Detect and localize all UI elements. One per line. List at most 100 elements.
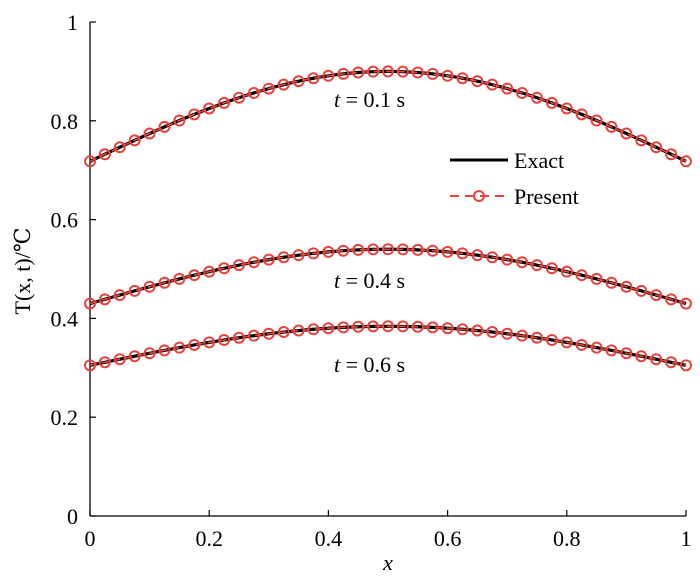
present-marker (188, 108, 201, 121)
y-tick-label: 0.2 (51, 405, 79, 430)
present-marker (337, 244, 350, 257)
present-marker (352, 320, 365, 333)
present-marker (84, 155, 96, 168)
axes (89, 22, 686, 517)
present-marker (367, 243, 380, 256)
present-marker (545, 96, 558, 109)
present-marker (590, 114, 603, 127)
y-tick-label: 0 (67, 504, 78, 529)
present-marker (322, 322, 335, 335)
present-marker (560, 336, 573, 349)
y-tick-label: 0.6 (51, 208, 79, 233)
present-marker (218, 262, 231, 275)
present-marker (471, 75, 484, 88)
present-marker (441, 245, 454, 258)
present-marker (158, 344, 171, 357)
present-marker (188, 269, 201, 282)
present-marker (650, 289, 663, 302)
present-marker (188, 338, 201, 351)
present-marker (218, 96, 231, 109)
present-marker (307, 323, 320, 336)
present-marker (98, 148, 111, 161)
present-marker (486, 326, 499, 339)
present-marker (590, 341, 603, 354)
y-axis-title: T(x, t)/℃ (10, 228, 35, 315)
present-marker (143, 280, 156, 293)
present-marker (516, 86, 529, 99)
present-marker (247, 256, 260, 269)
present-marker (665, 356, 678, 369)
present-marker (203, 336, 216, 349)
present-marker (337, 67, 350, 80)
curve-t-0.1 (84, 65, 692, 168)
present-marker (560, 102, 573, 115)
present-marker (233, 259, 245, 272)
present-marker (367, 65, 380, 78)
y-tick-label: 0.4 (51, 306, 79, 331)
present-marker (143, 347, 156, 360)
present-marker (233, 331, 245, 344)
present-marker (337, 321, 350, 334)
present-marker (262, 327, 275, 340)
present-marker (635, 134, 648, 147)
present-marker (113, 289, 126, 302)
x-tick-label: 0.6 (434, 526, 462, 551)
present-marker (382, 65, 394, 78)
present-marker (98, 293, 111, 306)
present-marker (620, 127, 633, 140)
present-marker (605, 344, 618, 357)
present-marker (113, 141, 126, 154)
y-tick-label: 0.8 (51, 109, 79, 134)
present-marker (635, 350, 648, 363)
y-tick-label: 1 (67, 10, 78, 35)
present-marker (173, 272, 186, 285)
present-marker (203, 265, 216, 278)
present-marker (456, 247, 469, 260)
present-marker (486, 251, 499, 264)
present-marker (247, 86, 260, 99)
present-marker (531, 259, 543, 272)
present-marker (501, 82, 514, 95)
legend-exact-label: Exact (514, 148, 564, 173)
x-tick-label: 0.8 (553, 526, 581, 551)
present-marker (411, 243, 424, 256)
present-marker (426, 67, 439, 80)
x-tick-label: 0.2 (195, 526, 223, 551)
present-marker (203, 102, 216, 115)
present-marker (382, 243, 394, 256)
present-marker (143, 127, 156, 140)
present-marker (411, 320, 424, 333)
present-marker (635, 284, 648, 297)
present-marker (605, 120, 618, 133)
legend-present-label: Present (514, 184, 579, 209)
present-marker (575, 108, 588, 121)
present-marker (620, 347, 633, 360)
present-marker (456, 323, 469, 336)
present-marker (396, 65, 409, 78)
legend-present-marker (473, 190, 485, 202)
present-marker (84, 359, 96, 372)
present-marker (575, 269, 588, 282)
present-marker (173, 341, 186, 354)
present-marker (590, 272, 603, 285)
present-marker (113, 353, 126, 366)
present-marker (680, 297, 692, 310)
present-marker (98, 356, 111, 369)
present-marker (531, 331, 543, 344)
x-tick-label: 1 (681, 526, 692, 551)
x-tick-label: 0.4 (315, 526, 343, 551)
annotation-t-0.1: t = 0.1 s (334, 87, 405, 112)
present-marker (575, 338, 588, 351)
present-marker (620, 280, 633, 293)
present-marker (292, 75, 305, 88)
present-marker (516, 256, 529, 269)
present-marker (441, 69, 454, 82)
present-marker (84, 297, 96, 310)
present-marker (426, 321, 439, 334)
present-marker (680, 155, 692, 168)
present-marker (128, 284, 141, 297)
present-marker (426, 244, 439, 257)
present-marker (262, 253, 275, 266)
present-marker (531, 91, 543, 104)
